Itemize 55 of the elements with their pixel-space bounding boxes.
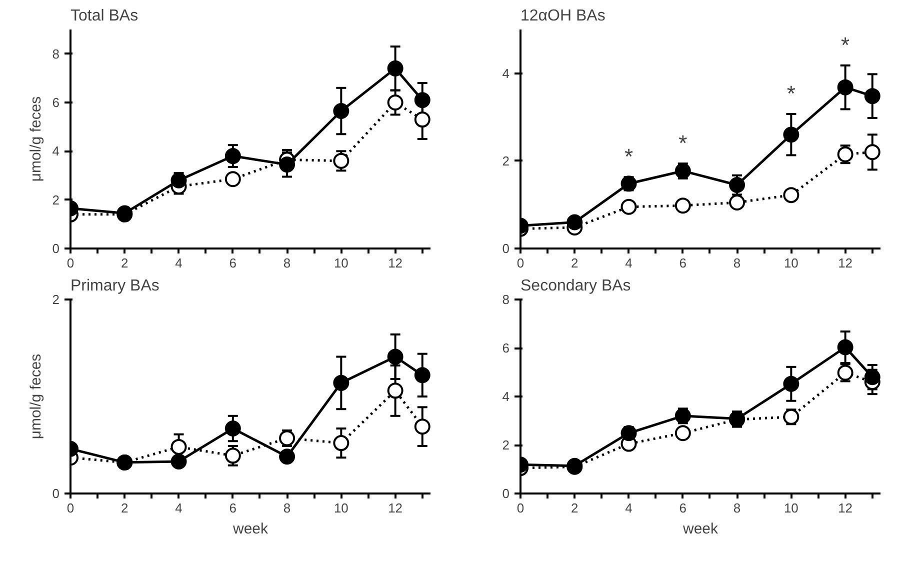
x-tick-label: 8 xyxy=(733,500,741,516)
x-tick-label: 0 xyxy=(66,500,74,516)
x-axis-title: week xyxy=(682,520,719,538)
x-tick-label: 0 xyxy=(516,500,524,516)
x-tick-label: 2 xyxy=(571,500,578,516)
y-tick-label: 2 xyxy=(52,192,60,208)
chart-title: Secondary BAs xyxy=(520,278,631,294)
annotation: * xyxy=(624,144,634,170)
x-tick-label: 0 xyxy=(516,256,524,270)
x-tick-label: 4 xyxy=(625,256,632,270)
chart-title: Primary BAs xyxy=(70,278,160,294)
x-tick-label: 0 xyxy=(66,256,74,270)
y-tick-label: 6 xyxy=(502,340,510,356)
annotation: * xyxy=(786,81,796,106)
x-tick-label: 8 xyxy=(733,256,741,270)
x-tick-label: 8 xyxy=(283,256,291,270)
x-tick-label: 12 xyxy=(388,500,403,516)
x-tick-label: 2 xyxy=(121,256,128,270)
y-tick-label: 8 xyxy=(52,46,60,62)
x-tick-label: 12 xyxy=(388,256,403,270)
x-tick-label: 4 xyxy=(175,256,182,270)
x-tick-label: 4 xyxy=(175,500,182,516)
chart-title: Total BAs xyxy=(70,8,138,24)
x-tick-label: 6 xyxy=(679,500,687,516)
x-axis-title: week xyxy=(232,520,269,538)
x-tick-label: 10 xyxy=(784,256,798,270)
x-tick-label: 6 xyxy=(229,500,237,516)
y-tick-label: 6 xyxy=(52,95,60,110)
y-tick-label: 2 xyxy=(502,153,510,168)
y-tick-label: 8 xyxy=(502,292,510,307)
x-tick-label: 2 xyxy=(121,500,128,516)
y-tick-label: 2 xyxy=(52,292,60,307)
x-tick-label: 2 xyxy=(571,256,578,270)
annotation: * xyxy=(678,130,688,156)
y-tick-label: 0 xyxy=(52,241,60,256)
x-tick-label: 10 xyxy=(334,256,348,270)
y-tick-label: 0 xyxy=(502,486,510,501)
annotation: * xyxy=(841,32,850,58)
y-tick-label: 4 xyxy=(52,144,60,159)
x-tick-label: 4 xyxy=(625,500,632,516)
y-tick-label: 0 xyxy=(502,241,510,256)
x-tick-label: 8 xyxy=(283,500,291,516)
y-tick-label: 0 xyxy=(52,486,60,501)
x-tick-label: 6 xyxy=(679,256,687,270)
x-tick-label: 12 xyxy=(838,256,853,270)
x-tick-label: 6 xyxy=(229,256,237,270)
y-tick-label: 4 xyxy=(502,389,510,404)
x-tick-label: 10 xyxy=(334,500,348,516)
y-axis-title: μmol/g feces xyxy=(27,354,44,440)
y-tick-label: 4 xyxy=(502,66,510,81)
y-tick-label: 2 xyxy=(502,438,510,452)
x-tick-label: 10 xyxy=(784,500,798,516)
y-axis-title: μmol/g feces xyxy=(27,96,44,182)
chart-title: 12αOH BAs xyxy=(520,8,606,24)
x-tick-label: 12 xyxy=(838,500,853,516)
